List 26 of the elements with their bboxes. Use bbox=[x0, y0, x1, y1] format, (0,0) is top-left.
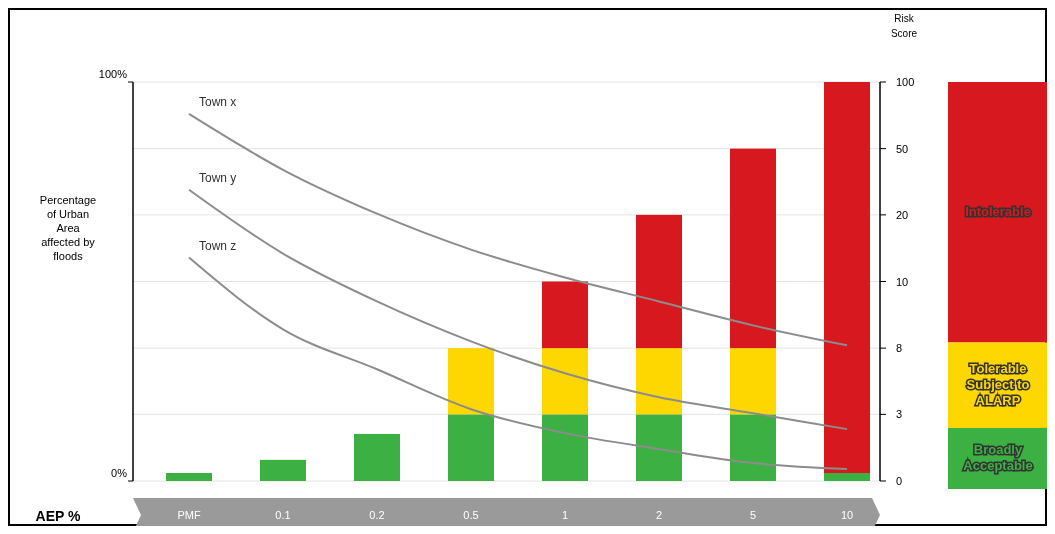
x-tick-label: 1 bbox=[561, 509, 569, 521]
text: Intolerable bbox=[965, 204, 1031, 220]
text: 8 bbox=[896, 342, 903, 355]
text: 50 bbox=[896, 142, 909, 155]
text: 3 bbox=[896, 408, 903, 421]
series-label: Town y bbox=[199, 170, 237, 185]
text: 20 bbox=[896, 208, 909, 221]
series-label: Town z bbox=[199, 238, 237, 253]
x-tick-label: 0.2 bbox=[369, 509, 385, 521]
x-tick-label: 2 bbox=[655, 509, 663, 521]
text: 10 bbox=[896, 275, 909, 288]
x-tick-label: PMF bbox=[177, 509, 201, 521]
x-axis-title: AEP % bbox=[35, 508, 81, 524]
y-axis-title: Percentage of Urban Area affected by floods bbox=[39, 194, 97, 262]
x-tick-label: 0.1 bbox=[275, 509, 291, 521]
x-tick-label: 5 bbox=[749, 509, 757, 521]
text: Broadly Acceptable bbox=[963, 442, 1033, 474]
text: 0 bbox=[896, 475, 903, 487]
text: 100 bbox=[896, 76, 915, 88]
text: Tolerable Subject to ALARP bbox=[966, 361, 1030, 409]
text: Risk Score bbox=[890, 13, 918, 39]
series-label: Town x bbox=[199, 94, 237, 109]
y-tick-label: 100% bbox=[98, 68, 128, 80]
y-tick-label: 0% bbox=[111, 467, 128, 479]
x-tick-label: 0.5 bbox=[463, 509, 479, 521]
x-tick-label: 10 bbox=[840, 509, 854, 521]
